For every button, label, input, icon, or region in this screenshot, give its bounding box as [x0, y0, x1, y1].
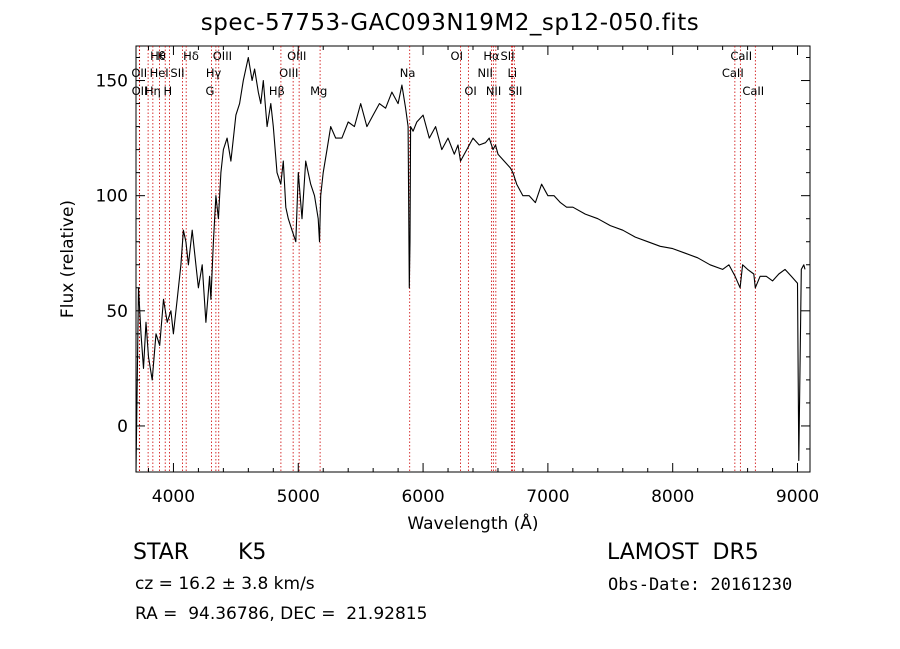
survey-name: LAMOST DR5 — [607, 540, 759, 565]
line-label: OIII — [287, 49, 306, 63]
line-label: Hθ — [150, 49, 166, 63]
y-axis-label: Flux (relative) — [58, 200, 78, 318]
line-label: NII — [486, 84, 501, 98]
line-label: NII — [477, 66, 492, 80]
line-label: SII — [500, 49, 514, 63]
line-label: Hδ — [183, 49, 199, 63]
x-tick-label: 9000 — [776, 487, 819, 507]
line-label: Hβ — [269, 84, 285, 98]
line-label: G — [206, 84, 215, 98]
object-class: STAR — [133, 540, 190, 565]
x-tick-label: 4000 — [152, 487, 195, 507]
redshift-readout: cz = 16.2 ± 3.8 km/s — [135, 574, 315, 594]
line-label: OIII — [213, 49, 232, 63]
line-label: Na — [400, 66, 416, 80]
line-label: OII — [132, 84, 148, 98]
x-tick-label: 5000 — [277, 487, 320, 507]
coordinates: RA = 94.36786, DEC = 21.92815 — [135, 604, 428, 624]
line-label: OII — [131, 66, 147, 80]
line-label: CaII — [722, 66, 744, 80]
x-axis-label: Wavelength (Å) — [407, 512, 538, 534]
y-tick-label: 100 — [96, 187, 128, 207]
x-tick-label: 6000 — [401, 487, 444, 507]
spectrum-series-line — [135, 56, 806, 473]
line-label: CaII — [730, 49, 752, 63]
line-label: Hα — [483, 49, 500, 63]
line-label: Hη — [145, 84, 161, 98]
object-subclass: K5 — [238, 540, 267, 565]
line-label: K — [157, 49, 165, 63]
line-label: OI — [464, 84, 476, 98]
obs-date: Obs-Date: 20161230 — [608, 575, 793, 595]
line-label: SII — [508, 84, 522, 98]
line-label: SII — [170, 66, 184, 80]
x-tick-label: 8000 — [651, 487, 694, 507]
line-label: CaII — [742, 84, 764, 98]
line-label: HeI — [150, 66, 169, 80]
line-label: OIII — [279, 66, 298, 80]
line-label: OI — [451, 49, 463, 63]
line-label: Hγ — [206, 66, 222, 80]
y-tick-label: 50 — [106, 302, 128, 322]
chart-title: spec-57753-GAC093N19M2_sp12-050.fits — [200, 10, 700, 36]
line-label: H — [163, 84, 172, 98]
line-label: Li — [507, 66, 517, 80]
y-tick-label: 0 — [117, 417, 128, 437]
line-label: Mg — [310, 84, 327, 98]
x-tick-label: 7000 — [526, 487, 569, 507]
y-tick-label: 150 — [96, 72, 128, 92]
